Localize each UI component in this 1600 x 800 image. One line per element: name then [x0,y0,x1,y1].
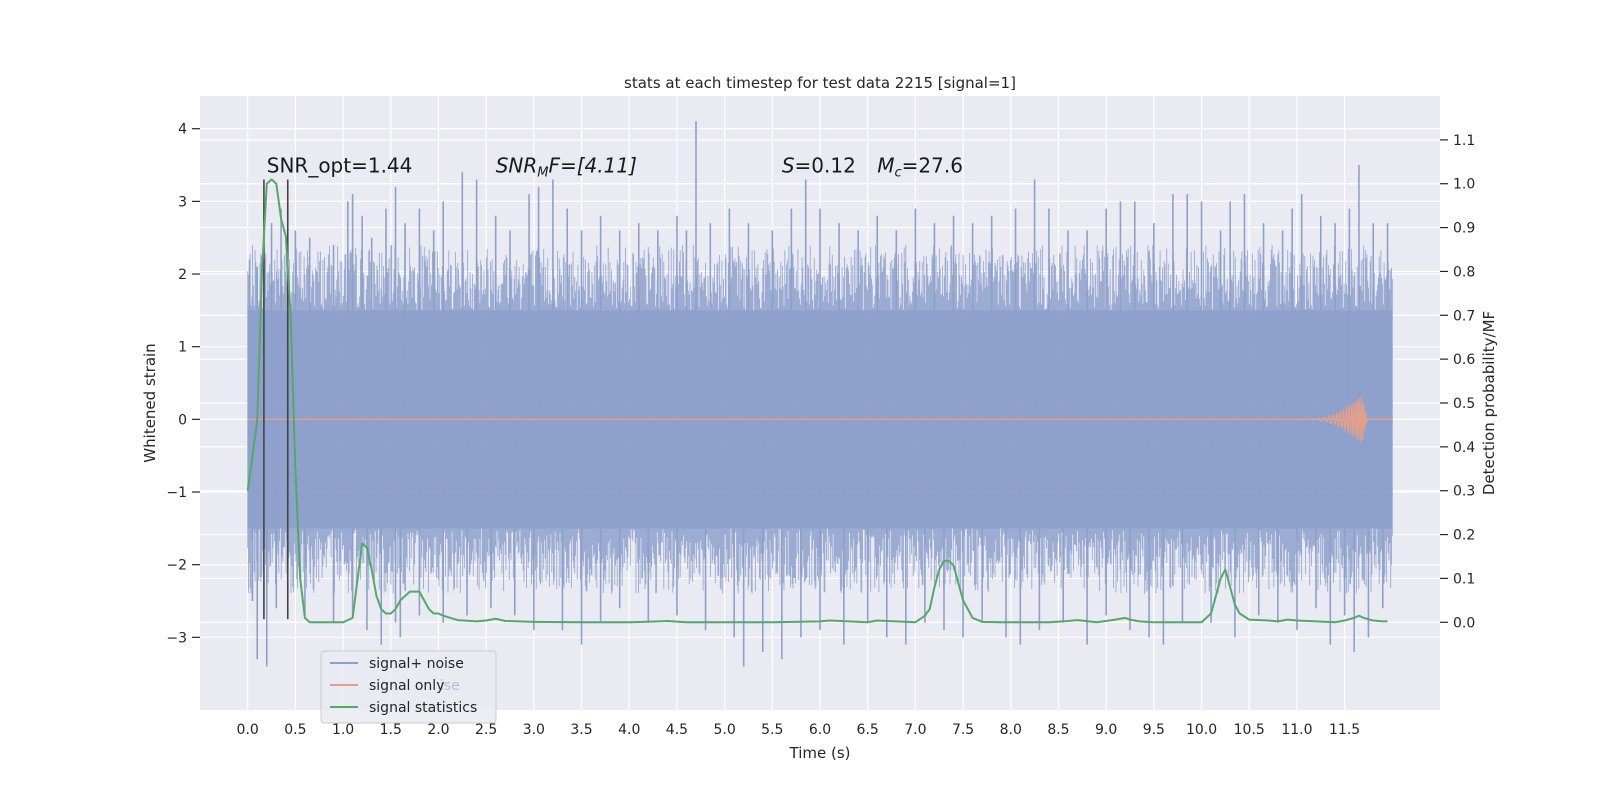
y-left-tick-label-6: 3 [178,194,187,210]
x-tick-label-19: 9.5 [1143,722,1165,738]
x-tick-label-23: 11.5 [1329,722,1360,738]
annotation-snr-mf-rest: F=[4.11] [548,153,636,177]
x-tick-label-21: 10.5 [1234,722,1265,738]
y-right-tick-label-10: 1.0 [1453,177,1475,193]
y-right-tick-label-5: 0.5 [1453,396,1475,412]
x-tick-label-1: 0.5 [284,722,306,738]
y-left-tick-label-3: 0 [178,412,187,428]
y-left-tick-label-0: −3 [166,630,187,646]
legend-ghost-text: ise [440,678,460,694]
x-tick-label-14: 7.0 [904,722,926,738]
x-tick-label-8: 4.0 [618,722,640,738]
annotation-s-main: S [782,153,795,177]
axes: 0.0 0.5 1.0 1.5 2.0 2.5 3.0 3.5 4.0 4.5 5.0 5.5 6.0 6… [166,122,1475,738]
annotation-mc-main: M [877,153,894,177]
x-tick-label-6: 3.0 [523,722,545,738]
y-left-tick-label-1: −2 [166,558,187,574]
legend-label-signal-statistics: signal statistics [369,700,477,716]
y-left-tick-label-2: −1 [166,485,187,501]
x-tick-label-18: 9.0 [1095,722,1117,738]
x-tick-label-20: 10.0 [1186,722,1217,738]
x-tick-label-11: 5.5 [761,722,783,738]
x-tick-label-5: 2.5 [475,722,497,738]
y-left-tick-label-5: 2 [178,267,187,283]
legend-label-signal-noise: signal+ noise [369,656,464,672]
y-right-tick-label-11: 1.1 [1453,133,1475,149]
y-axis-label-right: Detection probability/MF [1480,311,1498,495]
x-tick-label-4: 2.0 [427,722,449,738]
annotation-snr-mf-main: SNR [496,153,538,177]
annotation-snr-mf-sub: M [537,165,548,180]
annotation-mc: Mc=27.6 [877,153,963,180]
annotations: SNR_opt=1.44 SNRMF=[4.11] S=0.12 Mc=27.6 [267,153,963,180]
x-tick-label-12: 6.0 [809,722,831,738]
x-tick-label-7: 3.5 [570,722,592,738]
signal-statistics-line [246,178,1388,624]
y-right-tick-label-1: 0.1 [1453,571,1475,587]
annotation-s-rest: =0.12 [795,153,856,177]
legend: signal+ noise ise signal only signal sta… [320,650,497,724]
y-right-tick-label-0: 0.0 [1453,615,1475,631]
chart-title: stats at each timestep for test data 221… [624,74,1016,92]
signal-only-series [247,396,1393,444]
annotation-mc-sub: c [894,165,901,180]
x-axis-label: Time (s) [789,744,851,762]
x-tick-label-13: 6.5 [857,722,879,738]
legend-label-signal-only: signal only [369,678,444,694]
annotation-mc-rest: =27.6 [902,153,963,177]
signal-chirp [1306,396,1393,444]
y-right-tick-label-2: 0.2 [1453,528,1475,544]
y-right-tick-label-8: 0.8 [1453,264,1475,280]
y-left-tick-label-7: 4 [178,122,187,138]
x-tick-label-16: 8.0 [1000,722,1022,738]
signal-statistics-series [246,178,1388,624]
annotation-s-stat: S=0.12 [782,153,856,177]
y-right-tick-label-4: 0.4 [1453,440,1475,456]
x-tick-label-15: 7.5 [952,722,974,738]
x-tick-label-2: 1.0 [332,722,354,738]
x-tick-label-22: 11.0 [1281,722,1312,738]
legend-box [320,650,497,724]
x-tick-label-3: 1.5 [380,722,402,738]
x-tick-label-17: 8.5 [1047,722,1069,738]
y-axis-label-left: Whitened strain [141,343,159,462]
x-tick-label-9: 4.5 [666,722,688,738]
y-right-tick-label-9: 0.9 [1453,221,1475,237]
y-right-tick-label-3: 0.3 [1453,484,1475,500]
annotation-snr-mf: SNRMF=[4.11] [496,153,637,180]
y-left-tick-label-4: 1 [178,340,187,356]
x-tick-label-0: 0.0 [237,722,259,738]
x-tick-label-10: 5.0 [713,722,735,738]
y-right-tick-label-6: 0.6 [1453,352,1475,368]
annotation-snr-opt: SNR_opt=1.44 [267,153,413,177]
y-right-tick-label-7: 0.7 [1453,308,1475,324]
